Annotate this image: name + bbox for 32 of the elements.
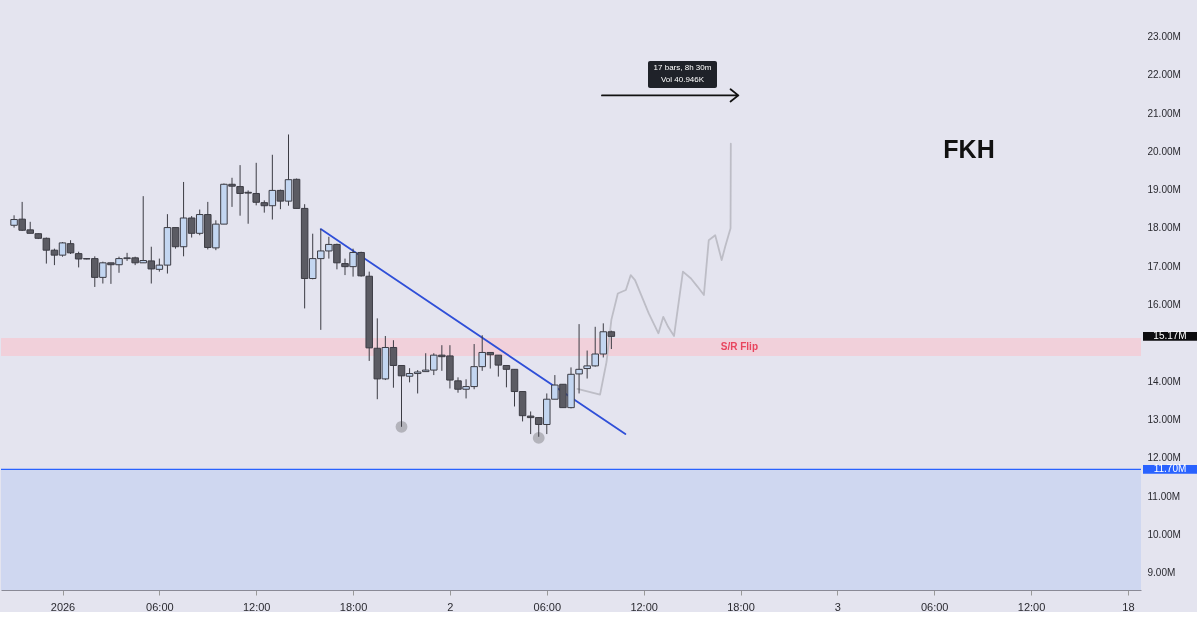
annotation: 17 bars, 8h 30m (653, 63, 712, 72)
y-tick-label: 23.00M (1147, 30, 1181, 42)
x-tick-label: 12:00 (1017, 600, 1046, 613)
y-tick-label: 19.00M (1147, 184, 1181, 196)
x-tick-label: 2 (447, 600, 454, 613)
x-tick-label: 06:00 (920, 600, 949, 613)
y-tick-label: 13.00M (1147, 414, 1181, 426)
x-tick-label: 12:00 (630, 600, 658, 613)
x-tick-label: 06:00 (533, 600, 562, 613)
y-tick-label: 20.00M (1147, 145, 1181, 157)
band-label: S/R Flip (720, 340, 758, 352)
text: 15.17M (1153, 330, 1187, 342)
x-tick-label: 06:00 (146, 600, 174, 613)
y-tick-label: 9.00M (1147, 567, 1176, 579)
x-tick-label: 3 (834, 600, 841, 613)
y-tick-label: 14.00M (1147, 375, 1181, 387)
y-tick-label: 21.00M (1147, 107, 1181, 119)
y-tick-label: 18.00M (1147, 222, 1181, 234)
y-tick-label: 10.00M (1147, 528, 1181, 540)
x-tick-label: 2026 (50, 600, 76, 613)
x-tick-label: 12:00 (242, 600, 271, 613)
y-tick-label: 16.00M (1147, 299, 1181, 311)
x-tick-label: 18:00 (727, 600, 755, 613)
annotation: FKH (943, 135, 995, 163)
y-tick-label: 22.00M (1147, 69, 1181, 81)
y-tick-label: 17.00M (1147, 260, 1181, 272)
x-tick-label: 18:00 (339, 600, 368, 613)
y-tick-label: 11.00M (1147, 490, 1181, 502)
ref-line-label: 11.70M (1153, 463, 1187, 475)
y-tick-label: 12.00M (1147, 452, 1181, 464)
annotation: Vol 40.946K (660, 75, 705, 84)
x-tick-label: 18 (1122, 600, 1135, 613)
